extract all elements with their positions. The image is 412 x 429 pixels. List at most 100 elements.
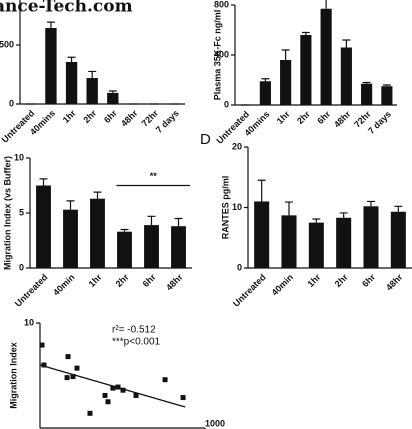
scatter-point bbox=[102, 392, 108, 398]
bar bbox=[340, 47, 352, 105]
x-tick-label: 40min bbox=[51, 272, 76, 297]
scatter-point bbox=[180, 395, 186, 401]
x-tick-label: 2hr bbox=[114, 272, 131, 289]
error-bar bbox=[261, 78, 270, 82]
scatter-point bbox=[110, 385, 116, 391]
bar bbox=[45, 28, 57, 105]
bar bbox=[259, 81, 271, 105]
bar bbox=[144, 225, 159, 268]
error-bar bbox=[147, 215, 156, 226]
error-bar bbox=[39, 178, 48, 186]
y-tick-label: 10 bbox=[24, 317, 34, 327]
error-bar bbox=[394, 205, 403, 212]
x-tick-label: 6hr bbox=[102, 108, 119, 125]
error-bar bbox=[66, 200, 75, 210]
annotation: ** bbox=[150, 171, 158, 181]
bar bbox=[36, 185, 51, 268]
bar bbox=[281, 215, 297, 268]
y-tick-label: 20 bbox=[232, 141, 242, 151]
bar bbox=[254, 201, 270, 268]
scatter-point bbox=[87, 410, 93, 416]
error-bar bbox=[342, 39, 351, 48]
error-bar bbox=[301, 31, 310, 35]
error-bar bbox=[367, 200, 375, 207]
y-axis-label: Plasma 35K-Fc ng/ml bbox=[212, 10, 222, 101]
x-tick-label: 6hr bbox=[360, 272, 377, 289]
x-tick-label: 48hr bbox=[332, 109, 353, 130]
y-tick-label: 10 bbox=[232, 202, 242, 212]
y-axis-label: Migration Index (vs Buffer) bbox=[2, 156, 12, 270]
scatter-point bbox=[41, 362, 47, 368]
error-bar bbox=[312, 218, 321, 223]
error-bar bbox=[174, 217, 183, 227]
scatter-point bbox=[120, 387, 126, 393]
error-bar bbox=[362, 81, 371, 84]
error-bar bbox=[382, 84, 391, 87]
annotation: ***p<0.001 bbox=[112, 337, 161, 348]
y-tick-label: 5 bbox=[19, 207, 24, 217]
x-tick-label: 7 days bbox=[154, 108, 181, 135]
error-bar bbox=[120, 228, 129, 232]
x-tick-label: 1000 bbox=[205, 418, 225, 428]
x-tick-label: 48hr bbox=[164, 272, 185, 293]
error-bar bbox=[285, 201, 293, 216]
error-bar bbox=[108, 90, 117, 93]
error-bar bbox=[46, 21, 55, 29]
x-tick-label: 2hr bbox=[333, 272, 350, 289]
bar bbox=[63, 209, 78, 268]
watermark: ance-Tech.com bbox=[0, 0, 133, 17]
bar bbox=[65, 61, 78, 104]
x-tick-label: 48hr bbox=[119, 108, 140, 129]
scatter-point bbox=[162, 377, 168, 383]
y-tick-label: 0 bbox=[19, 262, 24, 272]
scatter-point bbox=[105, 399, 111, 405]
bar bbox=[171, 226, 186, 268]
y-axis-label: Migration Index bbox=[8, 342, 18, 409]
error-bar bbox=[281, 49, 290, 60]
bar bbox=[86, 78, 98, 104]
x-tick-label: 6hr bbox=[141, 272, 158, 289]
x-tick-label: Untreated bbox=[231, 272, 268, 309]
error-bar bbox=[93, 191, 102, 199]
bar bbox=[320, 8, 332, 105]
y-tick-label: 400 bbox=[214, 49, 229, 59]
x-tick-label: 1hr bbox=[87, 272, 104, 289]
bar bbox=[381, 86, 393, 105]
x-tick-label: 1hr bbox=[305, 272, 322, 289]
bar bbox=[300, 35, 312, 105]
bar bbox=[117, 231, 132, 268]
bar bbox=[280, 60, 292, 105]
scatter-point bbox=[70, 374, 76, 380]
x-tick-label: 1hr bbox=[61, 108, 78, 125]
bar bbox=[361, 83, 373, 105]
x-tick-label: Untreated bbox=[13, 272, 50, 309]
scatter-point bbox=[39, 342, 45, 348]
scatter-point bbox=[65, 354, 71, 360]
x-tick-label: 7 days bbox=[366, 109, 393, 136]
scatter-point bbox=[64, 375, 70, 381]
x-tick-label: 2hr bbox=[81, 108, 98, 125]
x-tick-label: 6hr bbox=[315, 109, 332, 126]
fit-line bbox=[39, 364, 186, 408]
error-bar bbox=[257, 179, 266, 202]
y-tick-label: 0 bbox=[237, 262, 242, 272]
y-tick-label: 800 bbox=[214, 0, 229, 9]
y-axis-label: RANTES pg/ml bbox=[220, 176, 230, 240]
panel-letter: D bbox=[200, 131, 211, 148]
bar bbox=[390, 211, 406, 268]
y-tick-label: 0 bbox=[9, 98, 14, 108]
x-tick-label: 1hr bbox=[275, 109, 292, 126]
x-tick-label: 2hr bbox=[295, 109, 312, 126]
y-tick-label: 0 bbox=[224, 99, 229, 109]
error-bar bbox=[339, 212, 348, 218]
bar bbox=[308, 222, 324, 268]
annotation: r²= -0.512 bbox=[112, 325, 156, 336]
bar bbox=[107, 92, 119, 104]
y-tick-label: 2500 bbox=[0, 39, 14, 49]
bar bbox=[363, 206, 379, 268]
error-bar bbox=[325, 0, 327, 9]
error-bar bbox=[88, 70, 97, 79]
scatter-point bbox=[133, 392, 139, 398]
